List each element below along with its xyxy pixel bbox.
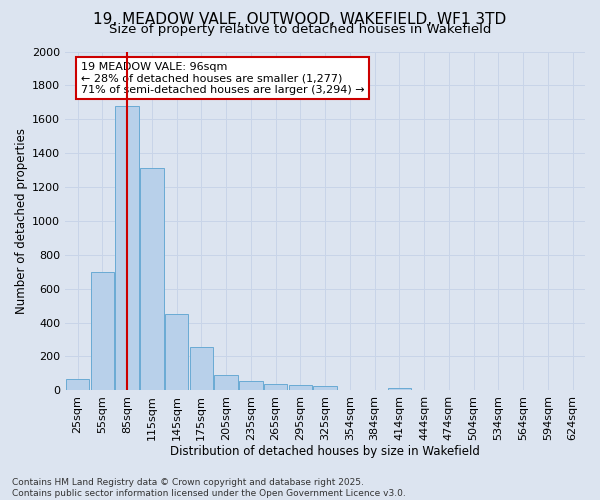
- Bar: [91, 272, 114, 390]
- Bar: [66, 380, 89, 390]
- Text: Size of property relative to detached houses in Wakefield: Size of property relative to detached ho…: [109, 22, 491, 36]
- Bar: [289, 386, 312, 390]
- Text: Contains HM Land Registry data © Crown copyright and database right 2025.
Contai: Contains HM Land Registry data © Crown c…: [12, 478, 406, 498]
- Bar: [115, 106, 139, 391]
- Bar: [165, 314, 188, 390]
- Bar: [388, 388, 411, 390]
- Text: 19 MEADOW VALE: 96sqm
← 28% of detached houses are smaller (1,277)
71% of semi-d: 19 MEADOW VALE: 96sqm ← 28% of detached …: [81, 62, 364, 95]
- Bar: [190, 347, 213, 391]
- Bar: [140, 168, 164, 390]
- X-axis label: Distribution of detached houses by size in Wakefield: Distribution of detached houses by size …: [170, 444, 480, 458]
- Bar: [264, 384, 287, 390]
- Text: 19, MEADOW VALE, OUTWOOD, WAKEFIELD, WF1 3TD: 19, MEADOW VALE, OUTWOOD, WAKEFIELD, WF1…: [94, 12, 506, 28]
- Bar: [313, 386, 337, 390]
- Bar: [214, 375, 238, 390]
- Y-axis label: Number of detached properties: Number of detached properties: [15, 128, 28, 314]
- Bar: [239, 381, 263, 390]
